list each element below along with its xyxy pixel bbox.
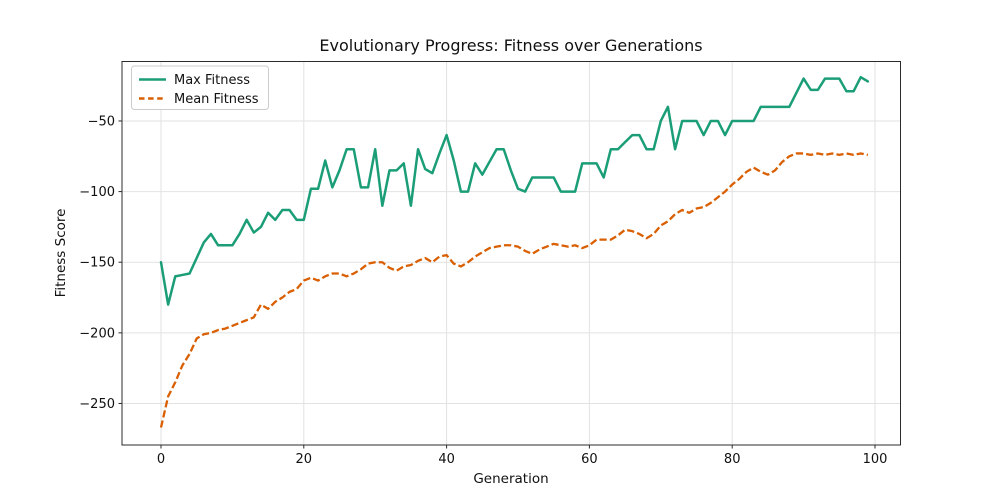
x-tick-label: 20: [296, 452, 313, 467]
x-tick-label: 60: [581, 452, 598, 467]
x-axis-label: Generation: [473, 471, 548, 487]
series: [159, 75, 870, 428]
axis-ticks: 0 20 40 60 80 100 −50 −100 −150 −200 −250: [79, 114, 887, 467]
x-tick-label: 80: [724, 452, 741, 467]
y-tick-label: −100: [79, 185, 115, 200]
chart-title: Evolutionary Progress: Fitness over Gene…: [319, 36, 702, 55]
y-tick-label: −50: [88, 114, 115, 129]
axes-frame: [121, 61, 901, 446]
legend-max-fitness-label: Max Fitness: [174, 73, 250, 88]
x-tick-label: 100: [863, 452, 888, 467]
y-tick-label: −150: [79, 256, 115, 271]
legend-mean-fitness-label: Mean Fitness: [174, 92, 259, 107]
max-fitness-line: [159, 75, 870, 306]
x-tick-label: 0: [157, 452, 165, 467]
y-tick-label: −250: [79, 397, 115, 412]
legend-box: [131, 65, 269, 110]
y-axis-label: Fitness Score: [53, 209, 69, 298]
legend: Max Fitness Mean Fitness: [131, 65, 269, 110]
x-tick-label: 40: [438, 452, 455, 467]
grid: [122, 61, 901, 445]
mean-fitness-line: [159, 152, 869, 428]
y-tick-label: −200: [79, 326, 115, 341]
